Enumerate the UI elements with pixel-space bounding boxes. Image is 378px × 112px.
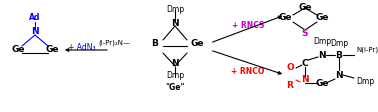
Text: S: S: [302, 29, 308, 39]
Text: Dmp: Dmp: [313, 37, 331, 46]
Text: N: N: [171, 58, 179, 68]
Text: Ge: Ge: [11, 45, 25, 55]
Text: Dmp: Dmp: [330, 39, 348, 47]
Text: Ge: Ge: [278, 14, 292, 23]
Text: + RNCO: + RNCO: [231, 68, 265, 76]
Text: + RNCS: + RNCS: [232, 20, 264, 29]
Text: Dmp: Dmp: [356, 78, 374, 86]
Text: B: B: [152, 39, 158, 47]
Text: Ad: Ad: [29, 14, 41, 23]
Text: R: R: [287, 81, 293, 89]
Text: + AdN₃: + AdN₃: [68, 43, 96, 53]
Text: C: C: [302, 58, 308, 68]
Text: Dmp: Dmp: [166, 5, 184, 14]
Text: Ge: Ge: [315, 79, 329, 87]
Text: Ge: Ge: [190, 39, 204, 47]
Text: N: N: [318, 51, 326, 59]
Text: "Ge": "Ge": [165, 83, 185, 92]
Text: N: N: [301, 75, 309, 84]
Text: N: N: [335, 70, 343, 80]
Text: Ge: Ge: [45, 45, 59, 55]
Text: N: N: [171, 18, 179, 28]
Text: N(i-Pr)₂: N(i-Pr)₂: [356, 47, 378, 53]
Text: B: B: [336, 51, 342, 59]
Text: (i-Pr)₂N—: (i-Pr)₂N—: [98, 40, 130, 46]
Text: N: N: [31, 28, 39, 37]
Text: Ge: Ge: [298, 3, 312, 12]
Text: O: O: [286, 64, 294, 72]
Text: Dmp: Dmp: [166, 71, 184, 80]
Text: Ge: Ge: [315, 14, 329, 23]
